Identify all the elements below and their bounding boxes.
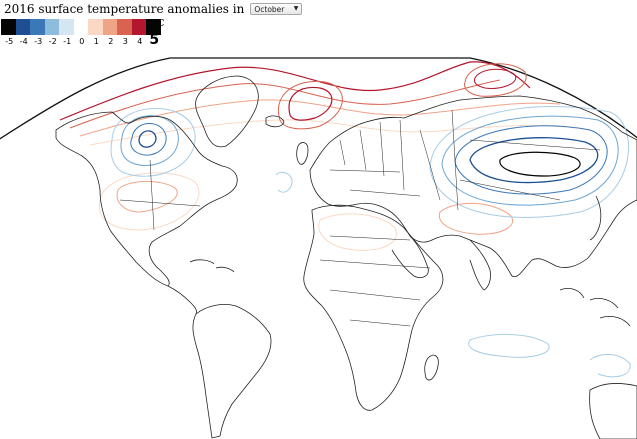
legend-tick-label: 3 bbox=[122, 37, 128, 46]
land-caribbean bbox=[189, 259, 235, 273]
land-outlines bbox=[55, 75, 637, 439]
contour-arctic-1 bbox=[59, 61, 531, 121]
land-india bbox=[469, 239, 491, 291]
legend-swatch bbox=[117, 19, 132, 35]
page-title: 2016 surface temperature anomalies in bbox=[4, 2, 245, 16]
land-uk bbox=[296, 142, 309, 165]
land-central-america bbox=[167, 285, 197, 315]
legend-tick-label: -3 bbox=[34, 37, 43, 46]
legend-tick-label: -1 bbox=[63, 37, 72, 46]
contour-siberia-2 bbox=[469, 137, 599, 184]
land-se-asia bbox=[559, 288, 631, 327]
dropdown-arrow-icon: ▼ bbox=[293, 5, 299, 12]
contour-siberia-1 bbox=[499, 151, 581, 177]
borders-interior bbox=[119, 109, 601, 327]
projection-outline bbox=[0, 57, 637, 140]
contour-siberia-3 bbox=[454, 125, 608, 195]
contour-arctic-4 bbox=[89, 119, 591, 146]
warm-contours bbox=[59, 61, 591, 251]
contour-ne-pacific bbox=[275, 171, 293, 193]
contour-east-loop-2 bbox=[464, 63, 527, 97]
legend-swatch bbox=[102, 19, 117, 35]
legend-tick-label: -5 bbox=[5, 37, 14, 46]
legend-tick-label: 4 bbox=[137, 37, 143, 46]
legend-swatch bbox=[146, 19, 161, 35]
contour-hudson-2 bbox=[130, 123, 167, 156]
land-africa bbox=[303, 204, 444, 411]
cold-contours bbox=[110, 106, 631, 378]
color-legend: °C -5 -4 -3 -2 -1 0 1 2 3 4 5 bbox=[1, 19, 165, 49]
land-eurasia bbox=[309, 95, 637, 278]
contour-arctic-2 bbox=[69, 79, 501, 129]
contour-siberia-5 bbox=[429, 106, 630, 218]
month-select-value: October bbox=[254, 4, 285, 14]
legend-swatch bbox=[15, 19, 30, 35]
contour-arctic-3 bbox=[79, 99, 561, 137]
contour-na-warm-1 bbox=[116, 180, 178, 213]
land-japan bbox=[589, 195, 602, 241]
legend-tick-label: 0 bbox=[79, 37, 85, 46]
legend-tick-label: 5 bbox=[149, 32, 160, 48]
contour-asia-warm bbox=[438, 202, 513, 235]
legend-colorbar bbox=[1, 19, 161, 35]
contour-hudson-3 bbox=[120, 115, 179, 166]
legend-swatch bbox=[73, 19, 88, 35]
contour-kara-loop-1 bbox=[288, 86, 333, 121]
contour-hudson-1 bbox=[138, 130, 157, 148]
legend-tick-label: -4 bbox=[19, 37, 28, 46]
legend-swatch bbox=[1, 19, 16, 35]
legend-tick-label: -2 bbox=[48, 37, 57, 46]
contour-south-pacific bbox=[589, 354, 631, 378]
legend-tick-label: 2 bbox=[108, 37, 114, 46]
legend-swatch bbox=[131, 19, 146, 35]
land-iceland bbox=[265, 115, 285, 128]
contour-hudson-4 bbox=[110, 107, 196, 177]
land-south-america bbox=[192, 304, 272, 439]
contour-kara-loop-2 bbox=[278, 80, 343, 130]
land-arabia bbox=[391, 235, 429, 278]
month-select[interactable]: October ▼ bbox=[250, 3, 303, 15]
land-north-america bbox=[55, 111, 238, 287]
legend-swatch bbox=[44, 19, 59, 35]
legend-swatch bbox=[59, 19, 74, 35]
contour-indian-ocean bbox=[468, 333, 550, 358]
legend-swatch bbox=[30, 19, 45, 35]
legend-ticks: -5 -4 -3 -2 -1 0 1 2 3 4 5 bbox=[1, 32, 161, 49]
legend-unit: °C bbox=[153, 19, 165, 29]
legend-tick-label: 1 bbox=[93, 37, 99, 46]
header-bar: 2016 surface temperature anomalies in Oc… bbox=[4, 1, 303, 17]
legend-swatch bbox=[88, 19, 103, 35]
contour-africa-warm bbox=[318, 213, 397, 251]
contour-siberia-4 bbox=[441, 115, 619, 206]
contour-east-loop-1 bbox=[473, 68, 517, 89]
land-australia bbox=[589, 382, 637, 439]
land-greenland bbox=[195, 75, 259, 148]
land-madagascar bbox=[424, 354, 439, 381]
